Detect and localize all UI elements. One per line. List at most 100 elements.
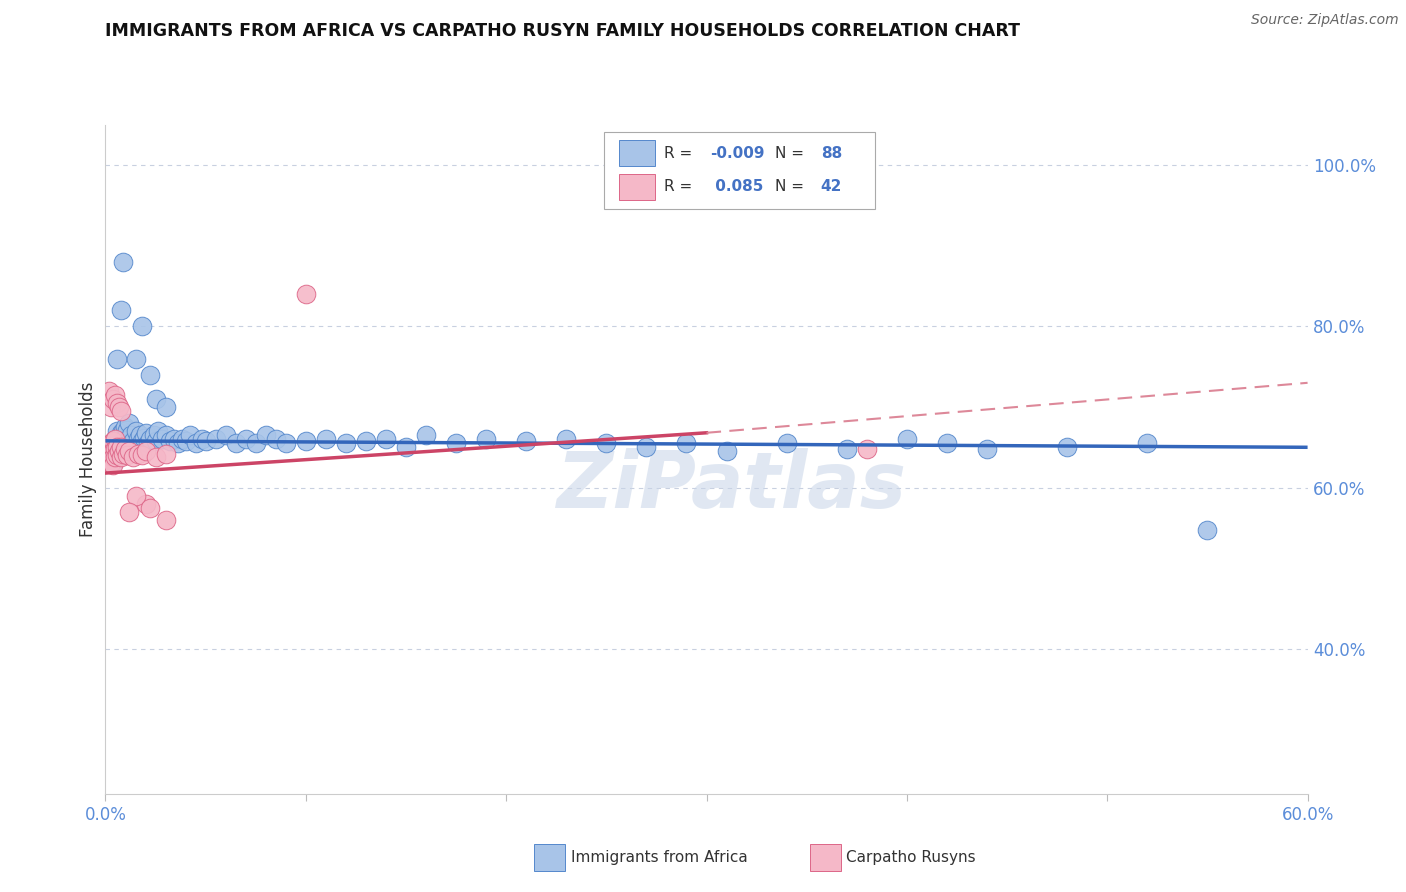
Point: [295, 287, 318, 301]
Point: [96, 448, 118, 462]
Point: [104, 442, 127, 456]
Text: N =: N =: [775, 179, 808, 194]
Point: [110, 425, 132, 440]
Point: [184, 436, 207, 450]
Point: [100, 447, 122, 461]
Point: [124, 489, 146, 503]
Point: [118, 505, 141, 519]
Point: [107, 434, 129, 448]
Point: [110, 436, 132, 450]
Point: [194, 434, 217, 448]
Point: [103, 458, 125, 472]
Point: [374, 432, 398, 446]
Text: N =: N =: [775, 145, 808, 161]
Point: [776, 436, 799, 450]
Point: [117, 423, 139, 437]
Point: [135, 444, 157, 458]
Point: [162, 432, 184, 446]
Text: IMMIGRANTS FROM AFRICA VS CARPATHO RUSYN FAMILY HOUSEHOLDS CORRELATION CHART: IMMIGRANTS FROM AFRICA VS CARPATHO RUSYN…: [105, 22, 1021, 40]
Point: [128, 428, 150, 442]
Point: [145, 434, 167, 448]
Point: [335, 436, 357, 450]
Point: [155, 513, 177, 527]
Point: [121, 428, 143, 442]
Point: [108, 444, 131, 458]
Point: [855, 442, 877, 456]
Point: [100, 440, 122, 454]
Point: [155, 447, 177, 461]
Point: [124, 351, 146, 366]
Point: [122, 450, 145, 464]
Point: [555, 432, 578, 446]
Point: [166, 436, 188, 450]
Point: [114, 432, 136, 446]
Point: [190, 432, 212, 446]
Point: [107, 424, 129, 438]
Point: [145, 450, 167, 464]
Point: [131, 448, 153, 462]
Point: [254, 428, 277, 442]
Text: 88: 88: [821, 145, 842, 161]
Point: [104, 388, 127, 402]
Point: [395, 440, 418, 454]
Point: [179, 428, 201, 442]
Point: [138, 432, 160, 446]
Point: [976, 442, 998, 456]
Point: [114, 442, 136, 456]
Text: Source: ZipAtlas.com: Source: ZipAtlas.com: [1251, 13, 1399, 28]
Point: [235, 432, 257, 446]
Point: [131, 319, 153, 334]
Text: 0.085: 0.085: [710, 179, 763, 194]
Point: [104, 436, 127, 450]
Point: [515, 434, 537, 448]
Point: [245, 436, 267, 450]
Point: [716, 444, 738, 458]
Point: [204, 432, 226, 446]
Point: [103, 457, 125, 471]
Point: [100, 457, 122, 471]
Point: [150, 432, 173, 446]
Point: [159, 434, 181, 448]
Text: Carpatho Rusyns: Carpatho Rusyns: [846, 850, 976, 864]
Text: 42: 42: [821, 179, 842, 194]
Point: [595, 436, 617, 450]
Point: [214, 428, 236, 442]
Point: [100, 444, 122, 458]
Point: [108, 431, 131, 445]
Point: [103, 450, 125, 464]
Point: [98, 384, 121, 398]
Bar: [619, 174, 655, 201]
Point: [117, 448, 139, 462]
Point: [122, 434, 145, 448]
Point: [103, 434, 125, 448]
Point: [127, 432, 149, 446]
Point: [110, 303, 132, 318]
Point: [98, 452, 121, 467]
Text: Immigrants from Africa: Immigrants from Africa: [571, 850, 748, 864]
Point: [108, 444, 131, 458]
Point: [117, 442, 139, 456]
Point: [475, 432, 498, 446]
Point: [1197, 523, 1219, 537]
Point: [104, 432, 127, 446]
Point: [138, 368, 160, 382]
Point: [112, 424, 135, 438]
Point: [112, 434, 135, 448]
Point: [131, 434, 153, 448]
Point: [315, 432, 337, 446]
Point: [127, 447, 149, 461]
Point: [118, 432, 141, 446]
Point: [155, 400, 177, 414]
Point: [1056, 440, 1078, 454]
FancyBboxPatch shape: [605, 132, 875, 209]
Point: [155, 428, 177, 442]
Point: [415, 428, 437, 442]
Point: [174, 434, 197, 448]
Point: [118, 444, 141, 458]
Point: [114, 420, 136, 434]
Point: [108, 400, 131, 414]
Point: [170, 432, 193, 446]
Point: [107, 448, 129, 462]
Point: [110, 450, 132, 464]
Point: [135, 425, 157, 440]
